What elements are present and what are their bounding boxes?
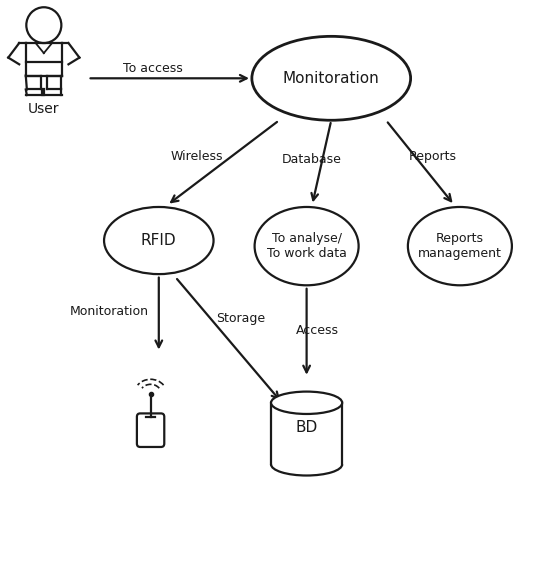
Text: Monitoration: Monitoration: [70, 305, 149, 318]
Text: To analyse/
To work data: To analyse/ To work data: [267, 232, 347, 260]
Text: Database: Database: [282, 153, 342, 166]
Text: Reports
management: Reports management: [418, 232, 502, 260]
Text: BD: BD: [295, 420, 318, 436]
Text: Monitoration: Monitoration: [283, 71, 379, 86]
Ellipse shape: [271, 392, 342, 414]
Text: Storage: Storage: [216, 312, 265, 325]
Text: Reports: Reports: [409, 150, 457, 163]
Text: RFID: RFID: [141, 233, 176, 248]
Text: User: User: [28, 102, 60, 116]
Text: To access: To access: [123, 62, 183, 75]
Text: Wireless: Wireless: [171, 150, 223, 163]
Text: Access: Access: [296, 324, 339, 337]
